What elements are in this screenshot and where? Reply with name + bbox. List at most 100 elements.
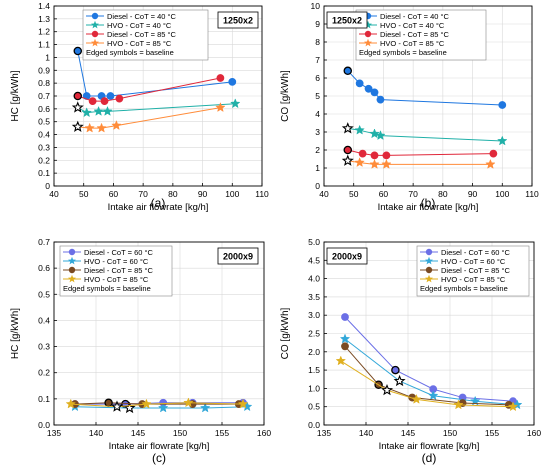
data-point bbox=[183, 397, 194, 408]
y-axis-label: CO [g/kWh] bbox=[280, 70, 291, 122]
data-point bbox=[339, 333, 351, 344]
x-tick-label: 110 bbox=[525, 189, 539, 199]
data-point bbox=[106, 92, 115, 100]
legend-marker bbox=[425, 266, 433, 274]
y-tick-label: 2 bbox=[315, 145, 320, 155]
series-3 bbox=[71, 102, 226, 133]
panel-label: (d) bbox=[422, 451, 437, 465]
series-3 bbox=[341, 154, 496, 169]
x-tick-label: 160 bbox=[257, 428, 271, 438]
y-tick-label: 0.6 bbox=[38, 104, 50, 114]
condition-tag-label: 2000x9 bbox=[223, 252, 253, 262]
y-tick-label: 0.5 bbox=[308, 402, 320, 412]
panel-label: (b) bbox=[421, 196, 436, 210]
series-3 bbox=[65, 397, 249, 412]
x-tick-label: 90 bbox=[198, 189, 208, 199]
x-axis-label: Intake air flowrate [kg/h] bbox=[379, 441, 480, 452]
data-point bbox=[381, 383, 393, 396]
data-point bbox=[507, 401, 519, 412]
data-point bbox=[358, 149, 367, 158]
x-axis-label: Intake air flowrate [kg/h] bbox=[378, 202, 479, 213]
data-point bbox=[96, 122, 107, 133]
data-point bbox=[381, 158, 392, 169]
panel-label: (a) bbox=[151, 196, 166, 210]
legend-entry: HVO - CoT = 85 °C bbox=[441, 275, 506, 284]
condition-tag: 1250x2 bbox=[217, 11, 259, 29]
data-point bbox=[382, 151, 391, 160]
data-point bbox=[369, 158, 380, 169]
y-tick-label: 0.5 bbox=[38, 117, 50, 127]
y-tick-label: 4.5 bbox=[308, 255, 320, 265]
legend-marker bbox=[91, 12, 99, 20]
data-point bbox=[73, 91, 83, 101]
chart-panel-d: 135 140 145 150 155 160 0.0 0.5 1.0 1.5 2.0 2.5 3.0 3… bbox=[280, 237, 541, 465]
x-tick-label: 160 bbox=[527, 428, 541, 438]
y-tick-label: 0 bbox=[45, 181, 50, 191]
y-tick-label: 7 bbox=[315, 55, 320, 65]
data-point bbox=[354, 124, 365, 135]
plot-frame bbox=[53, 5, 263, 187]
y-tick-label: 1 bbox=[45, 52, 50, 62]
x-tick-label: 50 bbox=[349, 189, 359, 199]
legend-entry: Diesel - CoT = 60 °C bbox=[441, 248, 511, 257]
y-tick-label: 5 bbox=[315, 91, 320, 101]
x-tick-label: 135 bbox=[47, 428, 61, 438]
condition-tag-label: 2000x9 bbox=[332, 252, 362, 262]
data-point bbox=[81, 107, 92, 118]
data-point bbox=[230, 98, 241, 109]
x-tick-label: 40 bbox=[319, 189, 329, 199]
data-point bbox=[71, 101, 84, 113]
data-point bbox=[228, 77, 237, 86]
series-line bbox=[347, 160, 491, 165]
data-point bbox=[111, 400, 123, 412]
legend-entry: HVO - CoT = 85 °C bbox=[107, 39, 172, 48]
series-line bbox=[347, 149, 494, 156]
y-tick-label: 8 bbox=[315, 37, 320, 47]
y-tick-label: 0 bbox=[315, 181, 320, 191]
y-tick-label: 3.5 bbox=[308, 292, 320, 302]
legend-entry: HVO - CoT = 60 °C bbox=[441, 257, 506, 266]
plot-frame bbox=[323, 241, 535, 426]
series-line bbox=[340, 360, 514, 408]
data-point bbox=[343, 66, 353, 76]
plot-frame bbox=[323, 5, 533, 187]
data-point bbox=[485, 158, 496, 169]
data-point bbox=[73, 46, 83, 56]
x-tick-label: 90 bbox=[468, 189, 478, 199]
y-tick-label: 0.6 bbox=[38, 263, 50, 273]
data-point bbox=[123, 401, 136, 414]
legend-entry: Diesel - CoT = 85 °C bbox=[107, 30, 177, 39]
y-tick-label: 1.0 bbox=[308, 383, 320, 393]
x-tick-label: 140 bbox=[359, 428, 373, 438]
data-point bbox=[375, 130, 386, 141]
y-tick-label: 3 bbox=[315, 127, 320, 137]
y-tick-label: 0.8 bbox=[38, 78, 50, 88]
y-tick-label: 1.5 bbox=[308, 365, 320, 375]
series-1 bbox=[339, 333, 523, 410]
data-point bbox=[341, 122, 354, 134]
y-tick-label: 1.2 bbox=[38, 27, 50, 37]
data-point bbox=[115, 94, 124, 103]
data-point bbox=[354, 157, 365, 168]
data-point bbox=[93, 105, 104, 116]
data-point bbox=[216, 74, 225, 82]
y-tick-label: 0.7 bbox=[38, 91, 50, 101]
y-axis-label: HC [g/kWh] bbox=[10, 70, 21, 121]
condition-tag: 2000x9 bbox=[326, 247, 368, 265]
x-tick-label: 60 bbox=[109, 189, 119, 199]
legend-note: Edged symbols = baseline bbox=[86, 48, 174, 57]
legend-entry: HVO - CoT = 40 °C bbox=[107, 21, 172, 30]
y-tick-label: 5.0 bbox=[308, 237, 320, 247]
y-tick-label: 2.0 bbox=[308, 347, 320, 357]
x-tick-label: 110 bbox=[255, 189, 269, 199]
data-point bbox=[453, 399, 464, 410]
data-point bbox=[341, 313, 349, 321]
data-point bbox=[393, 374, 406, 387]
legend-box bbox=[416, 245, 530, 297]
condition-tag: 1250x2 bbox=[326, 11, 368, 29]
legend-note: Edged symbols = baseline bbox=[359, 48, 447, 57]
x-tick-label: 145 bbox=[131, 428, 145, 438]
y-tick-label: 10 bbox=[311, 1, 321, 11]
